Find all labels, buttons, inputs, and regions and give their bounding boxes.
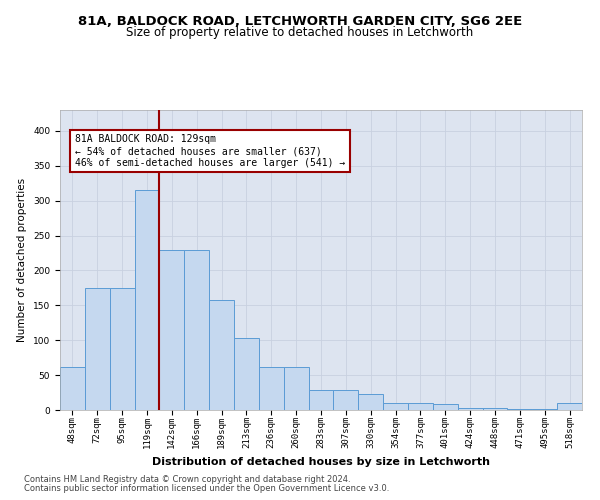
Bar: [259, 366, 284, 410]
Bar: [532, 408, 557, 410]
Bar: [408, 403, 433, 410]
X-axis label: Distribution of detached houses by size in Letchworth: Distribution of detached houses by size …: [152, 457, 490, 467]
Bar: [284, 366, 308, 410]
Bar: [60, 366, 85, 410]
Bar: [482, 408, 508, 410]
Text: 81A BALDOCK ROAD: 129sqm
← 54% of detached houses are smaller (637)
46% of semi-: 81A BALDOCK ROAD: 129sqm ← 54% of detach…: [75, 134, 345, 168]
Text: Contains public sector information licensed under the Open Government Licence v3: Contains public sector information licen…: [24, 484, 389, 493]
Bar: [85, 288, 110, 410]
Y-axis label: Number of detached properties: Number of detached properties: [17, 178, 28, 342]
Bar: [358, 394, 383, 410]
Bar: [508, 408, 532, 410]
Text: Size of property relative to detached houses in Letchworth: Size of property relative to detached ho…: [127, 26, 473, 39]
Bar: [383, 403, 408, 410]
Bar: [160, 250, 184, 410]
Text: 81A, BALDOCK ROAD, LETCHWORTH GARDEN CITY, SG6 2EE: 81A, BALDOCK ROAD, LETCHWORTH GARDEN CIT…: [78, 15, 522, 28]
Bar: [557, 403, 582, 410]
Bar: [334, 390, 358, 410]
Bar: [184, 250, 209, 410]
Bar: [234, 338, 259, 410]
Bar: [209, 300, 234, 410]
Text: Contains HM Land Registry data © Crown copyright and database right 2024.: Contains HM Land Registry data © Crown c…: [24, 475, 350, 484]
Bar: [134, 190, 160, 410]
Bar: [110, 288, 134, 410]
Bar: [308, 390, 334, 410]
Bar: [458, 408, 482, 410]
Bar: [433, 404, 458, 410]
